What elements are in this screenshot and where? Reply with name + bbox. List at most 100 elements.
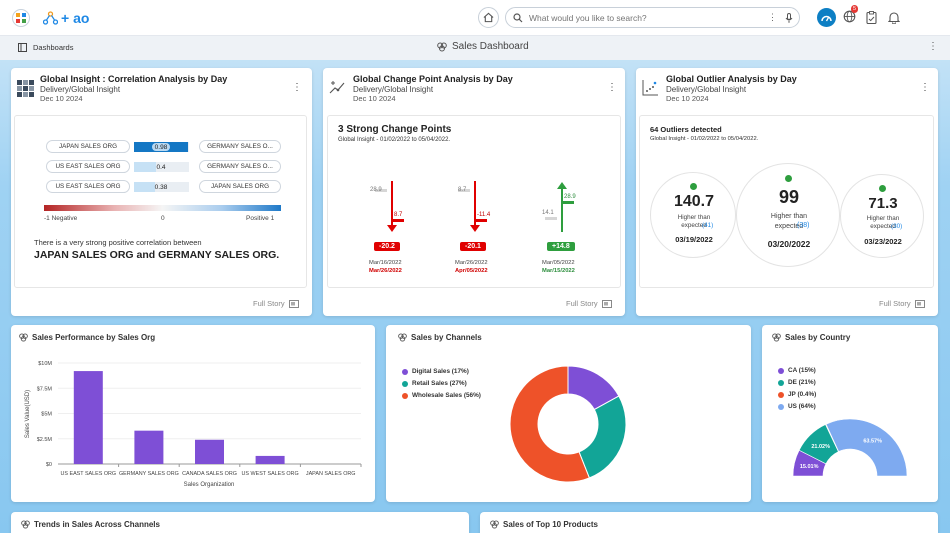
corr-value: 0.98 [152, 143, 170, 151]
sales-by-channels-chart [509, 365, 627, 483]
bar[interactable] [134, 430, 164, 464]
to-date: Mar/26/2022 [369, 268, 402, 274]
x-tick-label: CANADA SALES ORG [182, 471, 237, 477]
outlier-date: 03/19/2022 [675, 235, 713, 244]
outlier-insight-card: Global Outlier Analysis by Day Delivery/… [636, 68, 938, 316]
change-point-2 [458, 181, 487, 232]
outlier-range: Global Insight - 01/02/2022 to 05/04/202… [650, 136, 759, 142]
home-button[interactable] [478, 7, 499, 28]
chart-glyph-icon [490, 520, 499, 529]
card-date: Dec 10 2024 [666, 94, 709, 103]
outlier-panel: 64 Outliers detected Global Insight - 01… [639, 115, 934, 288]
change-point-graphics [375, 181, 574, 232]
outlier-date: 03/20/2022 [767, 239, 811, 249]
full-story-link[interactable]: Full Story [566, 299, 612, 308]
after-value: 8.7 [394, 212, 403, 218]
bar[interactable] [255, 455, 285, 464]
legend-swatch [778, 367, 784, 374]
legend-item[interactable]: Wholesale Sales (56%) [402, 392, 481, 399]
outlier-bubble: 71.3 Higher than expected (30) 03/23/202… [840, 174, 924, 258]
after-value: 28.9 [564, 194, 576, 200]
full-story-link[interactable]: Full Story [879, 299, 925, 308]
sidebar-panel-icon [18, 43, 27, 52]
legend-item[interactable]: Digital Sales (17%) [402, 368, 469, 375]
chart-glyph-icon [398, 333, 407, 342]
y-tick-label: $2.5M [37, 437, 53, 443]
gauge-icon [821, 15, 832, 22]
legend-item[interactable]: US (64%) [778, 403, 816, 410]
slice-label: 15.01% [800, 464, 819, 470]
pie-slice[interactable] [578, 395, 627, 479]
app-menu-icon[interactable] [12, 9, 30, 27]
correlation-summary: There is a very strong positive correlat… [34, 238, 202, 247]
card-subtitle: Delivery/Global Insight [40, 85, 121, 94]
legend-item[interactable]: JP (0.4%) [778, 391, 816, 398]
legend-label: Wholesale Sales (56%) [412, 392, 481, 399]
bar[interactable] [195, 439, 224, 464]
page-title: Sales Dashboard [437, 41, 529, 52]
y-tick-label: $5M [41, 412, 52, 418]
outlier-expected: (38) [797, 222, 810, 229]
outlier-dot [690, 183, 697, 190]
bar[interactable] [73, 371, 103, 464]
legend-item[interactable]: Retail Sales (27%) [402, 380, 467, 387]
chart-title: Sales of Top 10 Products [490, 520, 598, 529]
correlation-headline: JAPAN SALES ORG and GERMANY SALES ORG. [34, 249, 280, 261]
card-menu-icon[interactable]: ⋮ [920, 82, 930, 93]
to-date: Apr/05/2022 [455, 268, 488, 274]
search-bar[interactable]: ⋮ [505, 7, 800, 28]
gauge-slice[interactable] [825, 418, 908, 477]
legend-label: CA (15%) [788, 367, 816, 374]
change-badge: +14.8 [547, 242, 575, 251]
card-title: Global Insight : Correlation Analysis by… [40, 74, 228, 84]
legend-swatch [402, 368, 408, 375]
card-date: Dec 10 2024 [40, 94, 83, 103]
legend-swatch [778, 391, 784, 398]
corr-bar: 0.98 [134, 142, 189, 152]
card-menu-icon[interactable]: ⋮ [607, 82, 617, 93]
chart-glyph-icon [19, 333, 28, 342]
insights-button[interactable]: 5 [843, 5, 859, 24]
to-date: Mar/15/2022 [542, 268, 575, 274]
outlier-bubble: 140.7 Higher than expected (41) 03/19/20… [650, 172, 736, 258]
x-tick-label: JAPAN SALES ORG [306, 471, 356, 477]
legend-swatch [778, 379, 784, 386]
bell-icon[interactable] [888, 11, 900, 24]
outlier-bubble: 99 Higher than expected (38) 03/20/2022 [736, 163, 840, 267]
correlation-insight-card: Global Insight : Correlation Analysis by… [11, 68, 312, 316]
outlier-expected: (41) [702, 222, 714, 229]
legend-item[interactable]: CA (15%) [778, 367, 816, 374]
microphone-icon[interactable] [785, 12, 793, 23]
more-options-icon[interactable]: ⋮ [768, 12, 777, 22]
correlation-scale [44, 205, 281, 211]
sales-by-org-card: Sales Performance by Sales Org $0 $2.5M $5… [11, 325, 375, 502]
corr-right-label: GERMANY SALES O... [199, 140, 281, 153]
legend-label: US (64%) [788, 403, 816, 410]
legend-label: DE (21%) [788, 379, 816, 386]
clipboard-icon[interactable] [866, 11, 877, 24]
before-value: 28.9 [370, 187, 382, 193]
dashboards-toggle[interactable]: Dashboards [18, 43, 73, 52]
page-title-text: Sales Dashboard [452, 41, 529, 52]
card-menu-icon[interactable]: ⋮ [292, 82, 302, 93]
outlier-date: 03/23/2022 [864, 237, 902, 246]
corr-value: 0.4 [156, 163, 166, 171]
slice-label: 63.57% [863, 439, 882, 445]
dashboard-glyph-icon [437, 42, 447, 51]
search-input[interactable] [529, 12, 764, 23]
legend-item[interactable]: DE (21%) [778, 379, 816, 386]
card-title: Global Outlier Analysis by Day [666, 74, 797, 84]
outlier-value: 71.3 [868, 195, 898, 212]
dashboard-speed-button[interactable] [817, 8, 836, 27]
pie-slice[interactable] [509, 365, 591, 483]
legend-swatch [402, 380, 408, 387]
full-story-link[interactable]: Full Story [253, 299, 299, 308]
y-tick-label: $7.5M [37, 386, 53, 392]
chart-title: Sales by Channels [398, 333, 482, 342]
full-story-icon [288, 299, 299, 308]
card-title: Global Change Point Analysis by Day [353, 74, 513, 84]
network-logo-icon [43, 11, 58, 25]
sales-by-channels-card: Sales by Channels Digital Sales (17%) Ret… [386, 325, 751, 502]
slice-label: 21.02% [811, 444, 830, 450]
page-more-icon[interactable]: ⋮ [928, 41, 938, 52]
